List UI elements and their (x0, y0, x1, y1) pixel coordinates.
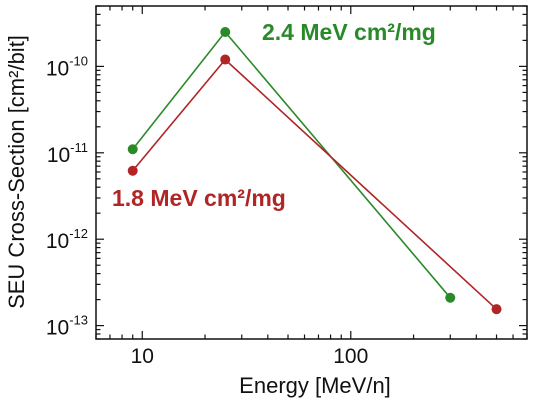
y-tick-mantissa: 10 (47, 144, 70, 167)
data-point (220, 54, 231, 65)
x-tick-label: 10 (131, 345, 154, 368)
data-point (127, 165, 138, 176)
x-axis-title: Energy [MeV/n] (239, 373, 391, 398)
data-point (220, 27, 231, 38)
plot-frame (95, 5, 528, 340)
y-tick-label: 10-12 (46, 226, 88, 253)
y-tick-mantissa: 10 (46, 317, 69, 340)
y-tick-exponent: -12 (69, 226, 88, 241)
y-tick-mantissa: 10 (46, 57, 69, 80)
series-label-1-8: 1.8 MeV cm²/mg (112, 185, 286, 211)
series-line (132, 30, 451, 299)
data-point (127, 144, 138, 155)
x-tick-label: 100 (333, 345, 368, 368)
y-tick-exponent: -10 (69, 53, 88, 68)
data-point (491, 304, 502, 315)
y-tick-mantissa: 10 (46, 230, 69, 253)
y-tick-label: 10-10 (46, 53, 88, 80)
y-tick-exponent: -13 (69, 313, 88, 328)
series-label-2-4: 2.4 MeV cm²/mg (262, 19, 436, 45)
data-point (445, 292, 456, 303)
y-tick-label: 10-13 (46, 313, 88, 340)
series-1 (127, 54, 502, 315)
y-axis-title: SEU Cross-Section [cm²/bit] (4, 35, 29, 309)
y-tick-label: 10-11 (47, 140, 88, 167)
y-tick-exponent: -11 (70, 140, 88, 155)
series-0 (127, 27, 456, 303)
series-layer (127, 27, 502, 315)
